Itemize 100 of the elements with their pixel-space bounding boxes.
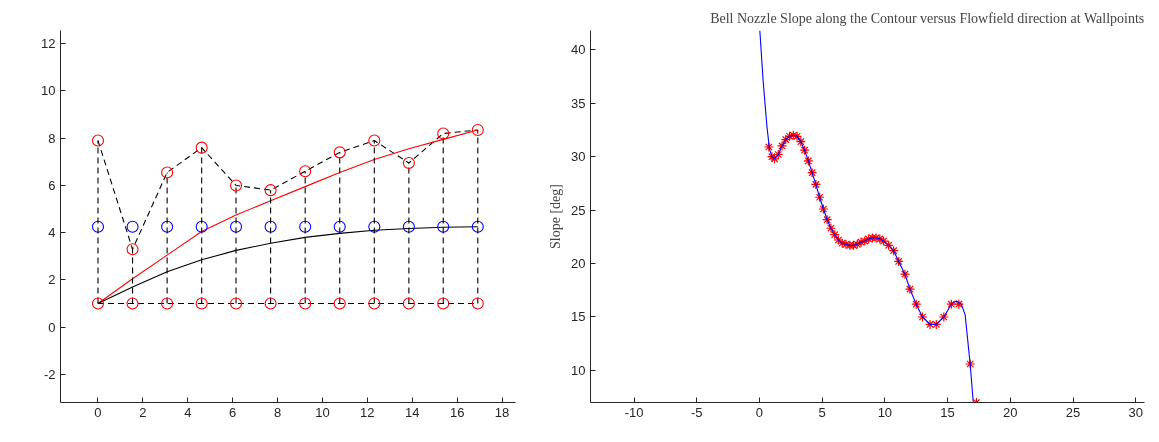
y-axis-title: Slope [deg] [548, 184, 564, 249]
point [91, 134, 105, 147]
point [195, 220, 208, 233]
point [814, 192, 825, 203]
point [471, 297, 484, 310]
x-tick-label: 6 [229, 404, 237, 420]
point [368, 220, 381, 233]
point [126, 220, 139, 233]
y-tick-label: 2 [48, 272, 56, 288]
point [911, 299, 922, 310]
point [229, 297, 243, 310]
point [299, 297, 312, 310]
point [818, 203, 829, 215]
x-tick-label: 10 [315, 404, 330, 420]
y-tick-label: 40 [571, 42, 586, 58]
point [807, 167, 818, 178]
point [776, 140, 788, 152]
y-tick-label: -2 [43, 366, 56, 382]
point [126, 297, 139, 310]
y-tick-label: 10 [41, 83, 56, 99]
point [946, 299, 957, 310]
point [899, 269, 911, 280]
point [368, 134, 381, 147]
point [859, 235, 870, 247]
point [437, 127, 450, 140]
point [904, 284, 916, 295]
point [333, 297, 346, 310]
point [229, 179, 243, 192]
point [229, 220, 243, 233]
point [917, 311, 928, 323]
y-tick-label: 0 [48, 319, 56, 335]
point [161, 166, 174, 179]
x-tick-label: 25 [1065, 404, 1081, 420]
x-tick-label: 18 [494, 404, 510, 420]
x-tick-label: 5 [818, 404, 826, 420]
x-tick-label: 20 [1003, 404, 1018, 420]
point [799, 145, 810, 156]
point [763, 141, 774, 153]
point [368, 297, 381, 310]
point [195, 141, 208, 154]
y-tick-label: 12 [41, 36, 56, 52]
point [161, 220, 174, 233]
x-tick-label: 0 [94, 404, 102, 420]
y-tick-label: 4 [48, 225, 56, 241]
point [893, 256, 904, 267]
point [825, 223, 837, 234]
x-tick-label: 16 [449, 404, 465, 420]
point [965, 358, 976, 370]
point [264, 297, 277, 310]
point [829, 229, 840, 240]
point [402, 297, 415, 310]
x-tick-label: 30 [1128, 404, 1143, 420]
point [878, 235, 889, 247]
x-tick-label: 8 [273, 404, 282, 420]
y-tick-label: 25 [571, 202, 586, 218]
y-tick-label: 6 [48, 177, 56, 193]
x-tick-label: 4 [184, 404, 192, 420]
point [931, 319, 942, 330]
point [822, 214, 833, 225]
point [264, 184, 277, 197]
line-series [759, 30, 974, 403]
y-tick-label: 10 [571, 362, 586, 378]
point [471, 123, 484, 136]
point [299, 165, 312, 178]
y-tick-label: 35 [571, 95, 586, 111]
point [91, 297, 105, 310]
point [837, 238, 848, 249]
point [888, 245, 899, 256]
y-tick-label: 8 [48, 130, 56, 146]
x-tick-label: 14 [405, 404, 420, 420]
point [402, 220, 415, 233]
point [299, 220, 312, 233]
point [924, 319, 936, 330]
y-tick-label: 30 [571, 149, 586, 165]
point [437, 220, 450, 233]
point [437, 297, 450, 310]
x-tick-label: 15 [940, 404, 955, 420]
point [953, 299, 964, 310]
point [161, 297, 174, 310]
x-tick-label: -10 [624, 404, 644, 420]
point [402, 156, 415, 170]
point [333, 146, 346, 159]
y-tick-label: 15 [571, 309, 586, 325]
x-tick-label: 2 [139, 404, 147, 420]
chart-title: Bell Nozzle Slope along the Contour versus Flowfield direction at Wallpoints [710, 10, 1145, 26]
point [91, 220, 105, 233]
point [780, 134, 791, 145]
point [803, 155, 814, 167]
point [883, 240, 894, 251]
point [471, 220, 484, 233]
point [264, 220, 277, 233]
point [333, 220, 346, 233]
point [795, 136, 806, 147]
y-tick-label: 20 [571, 256, 586, 272]
x-tick-label: 12 [360, 404, 375, 420]
x-tick-label: 10 [877, 404, 893, 420]
point [938, 311, 949, 323]
x-tick-label: -5 [690, 404, 703, 420]
x-tick-label: 0 [755, 404, 764, 420]
point [195, 297, 208, 310]
